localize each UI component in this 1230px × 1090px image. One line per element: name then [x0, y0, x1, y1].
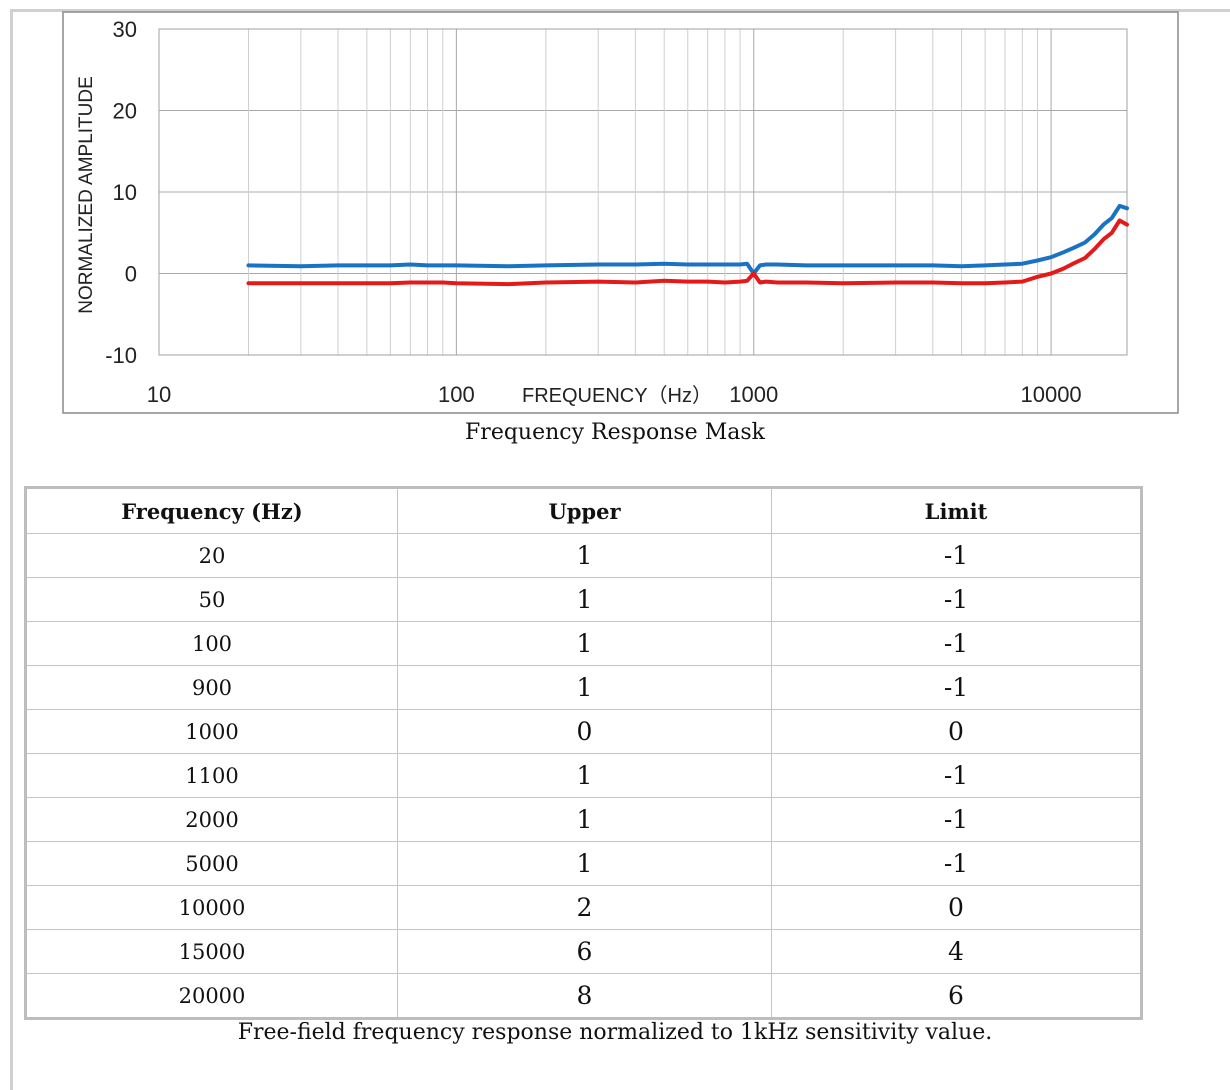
- table-caption: Free-field frequency response normalized…: [237, 1020, 993, 1045]
- table-row: 20 1 -1: [25, 533, 1142, 578]
- header-upper: Upper: [397, 487, 772, 534]
- plot-area-border: [158, 28, 1128, 356]
- cell-limit: 0: [771, 885, 1142, 930]
- cell-limit: 4: [771, 929, 1142, 974]
- cell-upper: 1: [397, 533, 772, 578]
- cell-upper: 6: [397, 929, 772, 974]
- cell-limit: -1: [771, 577, 1142, 622]
- cell-frequency: 100: [25, 621, 398, 666]
- cell-frequency: 5000: [25, 841, 398, 886]
- chart-series: [246, 203, 1129, 287]
- table-row: 20000 8 6: [25, 973, 1142, 1019]
- x-tick-labels: 10 100 1000 10000: [147, 382, 1082, 407]
- y-tick-label: 10: [113, 180, 137, 205]
- x-tick-label: 10000: [1020, 382, 1081, 407]
- header-frequency: Frequency (Hz): [25, 487, 398, 534]
- cell-upper: 8: [397, 973, 772, 1019]
- cell-frequency: 1100: [25, 753, 398, 798]
- cell-upper: 1: [397, 797, 772, 842]
- cell-limit: 0: [771, 709, 1142, 754]
- cell-limit: -1: [771, 621, 1142, 666]
- table-row: 2000 1 -1: [25, 797, 1142, 842]
- cell-limit: -1: [771, 665, 1142, 710]
- frequency-mask-table: Frequency (Hz) Upper Limit 20 1 -1 50 1 -1 1…: [24, 486, 1143, 1020]
- cell-upper: 1: [397, 577, 772, 622]
- table-row: 1000 0 0: [25, 709, 1142, 754]
- cell-frequency: 20: [25, 533, 398, 578]
- table-row: 100 1 -1: [25, 621, 1142, 666]
- series-line-upper: [246, 203, 1129, 276]
- cell-frequency: 2000: [25, 797, 398, 842]
- y-tick-labels: 30 20 10 0 -10: [105, 17, 137, 368]
- y-tick-label: 20: [113, 99, 137, 124]
- x-tick-label: 100: [438, 382, 475, 407]
- header-limit: Limit: [771, 487, 1142, 534]
- series-line-lower: [246, 218, 1129, 287]
- chart-grid: [158, 28, 1128, 356]
- table-header-row: Frequency (Hz) Upper Limit: [25, 487, 1142, 534]
- cell-upper: 2: [397, 885, 772, 930]
- table-row: 50 1 -1: [25, 577, 1142, 622]
- cell-frequency: 20000: [25, 973, 398, 1019]
- table-row: 900 1 -1: [25, 665, 1142, 710]
- cell-upper: 1: [397, 753, 772, 798]
- table-row: 10000 2 0: [25, 885, 1142, 930]
- cell-frequency: 15000: [25, 929, 398, 974]
- cell-limit: -1: [771, 841, 1142, 886]
- table-row: 15000 6 4: [25, 929, 1142, 974]
- x-tick-label: 1000: [729, 382, 778, 407]
- y-tick-label: 0: [125, 262, 137, 287]
- y-tick-label: -10: [105, 343, 137, 368]
- frame-left-border: [10, 9, 13, 1090]
- x-axis-label: FREQUENCY（Hz）: [522, 384, 712, 407]
- cell-limit: -1: [771, 753, 1142, 798]
- y-tick-label: 30: [113, 17, 137, 42]
- x-tick-label: 10: [147, 382, 171, 407]
- cell-upper: 1: [397, 841, 772, 886]
- table-row: 1100 1 -1: [25, 753, 1142, 798]
- y-axis-label: NORMALIZED AMPLITUDE: [76, 76, 97, 314]
- table-row: 5000 1 -1: [25, 841, 1142, 886]
- cell-frequency: 900: [25, 665, 398, 710]
- cell-frequency: 50: [25, 577, 398, 622]
- cell-frequency: 1000: [25, 709, 398, 754]
- cell-frequency: 10000: [25, 885, 398, 930]
- chart-frame: [62, 11, 1179, 414]
- chart-caption: Frequency Response Mask: [465, 420, 765, 445]
- cell-upper: 1: [397, 621, 772, 666]
- cell-upper: 0: [397, 709, 772, 754]
- cell-limit: 6: [771, 973, 1142, 1019]
- cell-limit: -1: [771, 797, 1142, 842]
- cell-upper: 1: [397, 665, 772, 710]
- cell-limit: -1: [771, 533, 1142, 578]
- frame-top-border: [10, 9, 1230, 12]
